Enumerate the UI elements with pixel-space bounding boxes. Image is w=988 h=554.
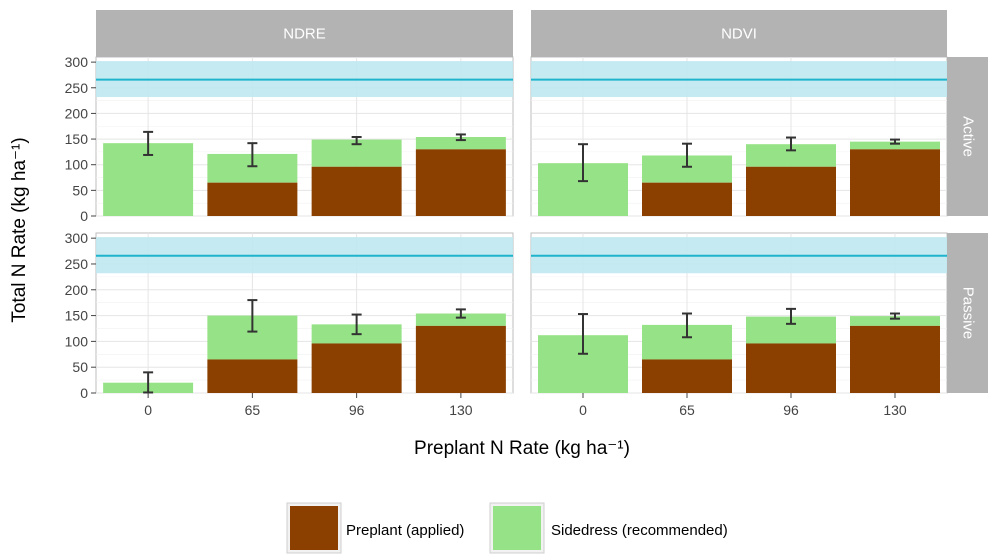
- bar-sidedress: [415, 137, 506, 150]
- bar-preplant: [850, 325, 940, 393]
- bar-sidedress: [415, 313, 506, 326]
- bar-preplant: [207, 182, 298, 216]
- legend-swatch-sidedress: [493, 506, 541, 550]
- error-bar: [455, 133, 466, 142]
- panel-ndvi-active: [530, 56, 948, 217]
- error-bar: [890, 138, 900, 145]
- strip-label-ndvi: NDVI: [721, 26, 757, 43]
- bar-preplant: [311, 343, 402, 393]
- y-tick-label: 50: [72, 182, 88, 198]
- error-bar: [786, 307, 796, 325]
- y-tick-label: 100: [65, 157, 89, 173]
- facet-strips: NDRE NDVI Active Passive: [96, 10, 988, 393]
- strip-active: Active: [947, 57, 988, 216]
- error-bar: [890, 312, 900, 320]
- bar-preplant: [207, 359, 298, 393]
- strip-background: [947, 57, 988, 216]
- strip-ndre: NDRE: [96, 10, 513, 57]
- error-bar: [578, 313, 588, 355]
- strip-label-active: Active: [960, 116, 977, 157]
- panel-ndvi-passive: [530, 232, 948, 394]
- legend: Preplant (applied) Sidedress (recommende…: [286, 502, 728, 554]
- y-tick-label: 50: [72, 359, 88, 375]
- legend-swatch-preplant: [290, 506, 338, 550]
- x-tick-label: 130: [883, 402, 907, 418]
- x-tick-label: 130: [449, 402, 473, 418]
- y-tick-label: 150: [65, 131, 89, 147]
- bar-sidedress: [850, 316, 940, 326]
- y-axis-title: Total N Rate (kg ha⁻¹): [9, 137, 30, 322]
- panel-ndre-active: [95, 56, 514, 217]
- y-tick-label: 0: [80, 385, 88, 401]
- y-tick-label: 250: [65, 256, 89, 272]
- y-tick-label: 100: [65, 333, 89, 349]
- y-axis: 0 50 100 150 200 250 300 0 50 100 150 200 250 300: [65, 54, 96, 401]
- bar-preplant: [415, 325, 506, 393]
- error-bar: [143, 371, 154, 394]
- x-tick-label: 96: [349, 402, 365, 418]
- strip-passive: Passive: [947, 233, 988, 393]
- bar-sidedress: [746, 144, 836, 167]
- bar-preplant: [311, 166, 402, 216]
- x-axis-title: Preplant N Rate (kg ha⁻¹): [414, 438, 630, 459]
- y-tick-label: 0: [80, 208, 88, 224]
- error-bar: [682, 312, 692, 339]
- y-tick-label: 200: [65, 282, 89, 298]
- y-tick-label: 250: [65, 80, 89, 96]
- bar-preplant: [642, 182, 732, 216]
- x-tick-label: 0: [579, 402, 587, 418]
- error-bar: [786, 136, 796, 152]
- error-bar: [247, 299, 258, 333]
- x-tick-label: 96: [783, 402, 799, 418]
- error-bar: [351, 313, 362, 336]
- strip-label-passive: Passive: [960, 287, 977, 340]
- strip-ndvi: NDVI: [531, 10, 947, 57]
- x-axis: 0 65 96 130 0 65 96 130: [144, 393, 907, 418]
- strip-background: [531, 10, 947, 57]
- bar-preplant: [642, 359, 732, 393]
- strip-label-ndre: NDRE: [283, 26, 326, 43]
- bar-preplant: [746, 166, 836, 216]
- x-tick-label: 65: [245, 402, 261, 418]
- y-tick-label: 300: [65, 54, 89, 70]
- bar-sidedress: [850, 141, 940, 150]
- error-bar: [247, 142, 258, 168]
- legend-label-sidedress: Sidedress (recommended): [551, 522, 728, 539]
- bar-preplant: [746, 343, 836, 393]
- strip-background: [96, 10, 513, 57]
- error-bar: [455, 308, 466, 319]
- error-bar: [578, 143, 588, 183]
- strip-background: [947, 233, 988, 393]
- y-tick-label: 200: [65, 105, 89, 121]
- bar-preplant: [415, 149, 506, 216]
- error-bar: [143, 130, 154, 156]
- x-tick-label: 0: [144, 402, 152, 418]
- bar-preplant: [850, 149, 940, 216]
- panel-ndre-passive: [95, 232, 514, 394]
- legend-label-preplant: Preplant (applied): [346, 522, 464, 539]
- x-tick-label: 65: [679, 402, 695, 418]
- y-tick-label: 150: [65, 308, 89, 324]
- y-tick-label: 300: [65, 230, 89, 246]
- error-bar: [682, 142, 692, 168]
- error-bar: [351, 136, 362, 146]
- panels-layer: [95, 56, 948, 394]
